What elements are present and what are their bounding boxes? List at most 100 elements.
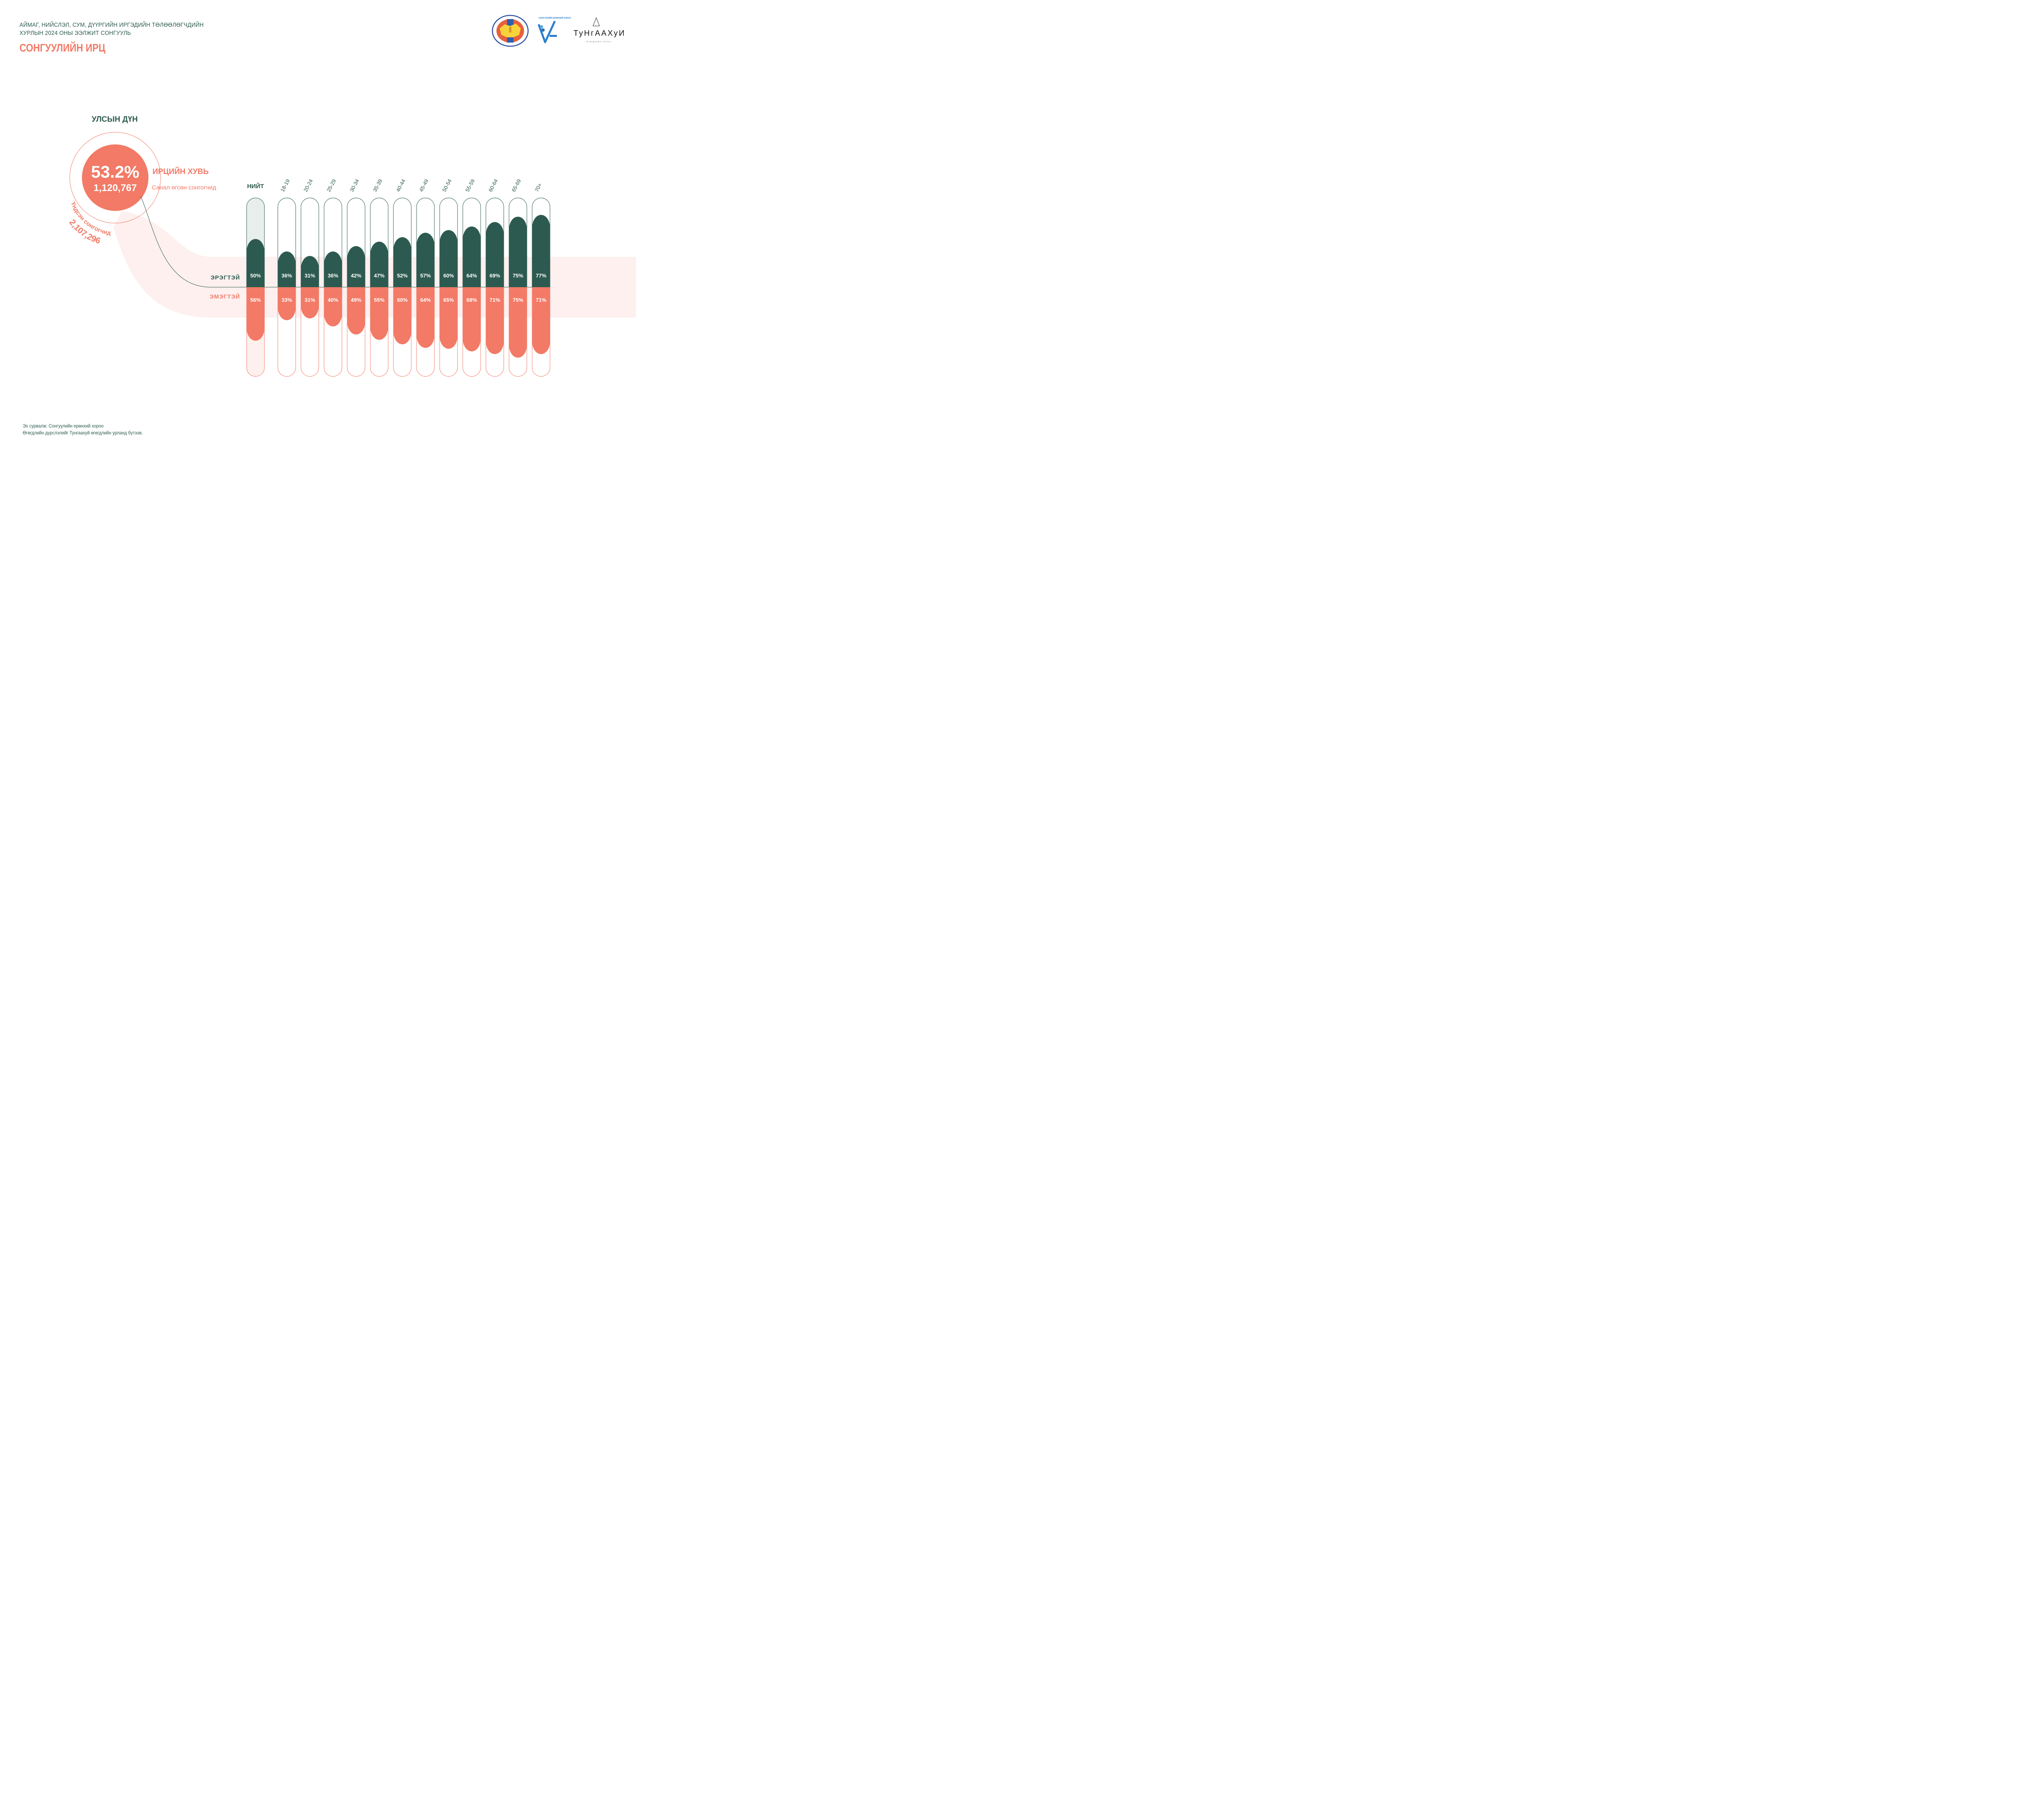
value-label-female: 33% <box>281 297 292 303</box>
value-label-female: 71% <box>536 297 546 303</box>
bar-male <box>370 241 388 287</box>
bar-female <box>324 287 342 327</box>
bar-female <box>301 287 319 318</box>
page-title: СОНГУУЛИЙН ИРЦ <box>19 42 105 54</box>
track-upper <box>301 198 319 287</box>
logos: СОНГУУЛИЙН ЕРӨНХИЙ ХОРОО ТуНгААХуИ - ӨГӨ… <box>492 15 625 47</box>
value-label-female: 55% <box>374 297 385 303</box>
turnout-chart: Үндсэн сонгогчид 2,107,296 50%56%НИЙТ36%… <box>67 132 636 377</box>
value-label-female: 75% <box>513 297 523 303</box>
value-label-female: 68% <box>466 297 477 303</box>
category-label: 45-49 <box>418 178 430 193</box>
tungaakhui-wordmark: ТуНгААХуИ <box>574 29 625 38</box>
value-label-female: 64% <box>420 297 431 303</box>
bar-female <box>247 287 264 341</box>
bar-male <box>278 251 296 287</box>
bar-male <box>324 251 342 287</box>
value-label-female: 31% <box>305 297 315 303</box>
track-upper <box>439 198 458 287</box>
registered-voters-ring <box>69 132 161 223</box>
voters-cast-label: Санал өгсөн сонгогчид <box>152 184 216 191</box>
bar-female <box>509 287 527 358</box>
track-upper <box>416 198 435 287</box>
subtitle-line-2: ХУРЛЫН 2024 ОНЫ ЭЭЛЖИТ СОНГУУЛЬ <box>19 30 131 37</box>
credit-note: Өгөгдлийн дүрслэлийг Тунгаахуй өгөгдлийн… <box>23 430 143 436</box>
turnout-label: ИРЦИЙН ХУВЬ <box>153 168 209 176</box>
turnout-circle <box>82 144 148 211</box>
value-label-female: 40% <box>328 297 338 303</box>
value-label-male: 75% <box>513 273 523 279</box>
bar-male <box>463 226 481 287</box>
category-label: 40-44 <box>395 178 406 193</box>
value-label-male: 31% <box>305 273 315 279</box>
value-label-male: 52% <box>397 273 408 279</box>
tungaakhui-logo: ТуНгААХуИ - ӨГӨГДЛИЙН УРЛАН - <box>574 17 625 43</box>
value-label-male: 64% <box>466 273 477 279</box>
bar-female <box>486 287 504 354</box>
gec-seal-logo <box>492 15 529 47</box>
bar-male <box>417 232 434 287</box>
track-upper <box>324 198 342 287</box>
value-label-female: 65% <box>443 297 454 303</box>
bar-female <box>532 287 550 354</box>
voters-cast-count: 1,120,767 <box>93 183 137 193</box>
track-upper <box>462 198 481 287</box>
value-label-female: 56% <box>250 297 261 303</box>
bar-male <box>440 230 458 287</box>
bar-female <box>417 287 434 348</box>
footer: Эх сурвалж: Сонгуулийн ерөнхий хороо Өгө… <box>23 423 143 436</box>
value-label-male: 57% <box>420 273 431 279</box>
category-label: 65-69 <box>510 178 522 193</box>
category-label: 18-19 <box>279 178 291 193</box>
bar-male <box>532 215 550 287</box>
bar-female <box>278 287 296 320</box>
category-label: 50-54 <box>441 178 453 193</box>
value-label-female: 60% <box>397 297 408 303</box>
bar-female <box>370 287 388 340</box>
category-label: 20-24 <box>302 178 314 193</box>
category-label: 35-39 <box>372 178 383 193</box>
category-label: 25-29 <box>325 178 337 193</box>
value-label-male: 69% <box>490 273 500 279</box>
connector-line <box>140 196 550 288</box>
value-label-male: 60% <box>443 273 454 279</box>
value-label-male: 42% <box>351 273 361 279</box>
tungaakhui-tagline: - ӨГӨГДЛИЙН УРЛАН - <box>584 41 613 43</box>
bar-female <box>393 287 411 344</box>
turnout-percent: 53.2% <box>91 162 140 181</box>
track-upper <box>532 198 550 287</box>
track-upper <box>393 198 412 287</box>
value-label-male: 36% <box>328 273 338 279</box>
category-label: 30-34 <box>348 178 360 193</box>
category-label: 55-59 <box>464 178 476 193</box>
female-row-label: ЭМЭГТЭЙ <box>209 293 240 300</box>
track-upper <box>347 198 365 287</box>
value-label-male: 47% <box>374 273 385 279</box>
bar-female <box>440 287 458 349</box>
track-upper <box>277 198 296 287</box>
track-upper <box>486 198 504 287</box>
track-upper <box>370 198 389 287</box>
bar-female <box>463 287 481 352</box>
bar-male <box>347 246 365 287</box>
category-label: 60-64 <box>487 178 499 193</box>
section-title: УЛСЫН ДҮН <box>92 115 138 124</box>
male-row-label: ЭРЭГТЭЙ <box>211 274 240 281</box>
bar-female <box>347 287 365 335</box>
track-upper <box>509 198 527 287</box>
value-label-male: 36% <box>281 273 292 279</box>
report-subtitle: АЙМАГ, НИЙСЛЭЛ, СУМ, ДҮҮРГИЙН ИРГЭДИЙН Т… <box>19 21 204 37</box>
category-label: НИЙТ <box>247 183 264 190</box>
bar-male <box>393 237 411 287</box>
category-label: 70+ <box>533 182 543 193</box>
information-center-logo: СОНГУУЛИЙН ЕРӨНХИЙ ХОРОО <box>537 16 571 43</box>
bar-male <box>509 217 527 287</box>
value-label-female: 71% <box>490 297 500 303</box>
value-label-male: 77% <box>536 273 546 279</box>
value-label-male: 50% <box>250 273 261 279</box>
bar-male <box>247 239 264 287</box>
bar-male <box>301 256 319 287</box>
bar-male <box>486 222 504 287</box>
source-note: Эх сурвалж: Сонгуулийн ерөнхий хороо <box>23 423 104 429</box>
center-logo-title: СОНГУУЛИЙН ЕРӨНХИЙ ХОРОО <box>539 16 571 19</box>
